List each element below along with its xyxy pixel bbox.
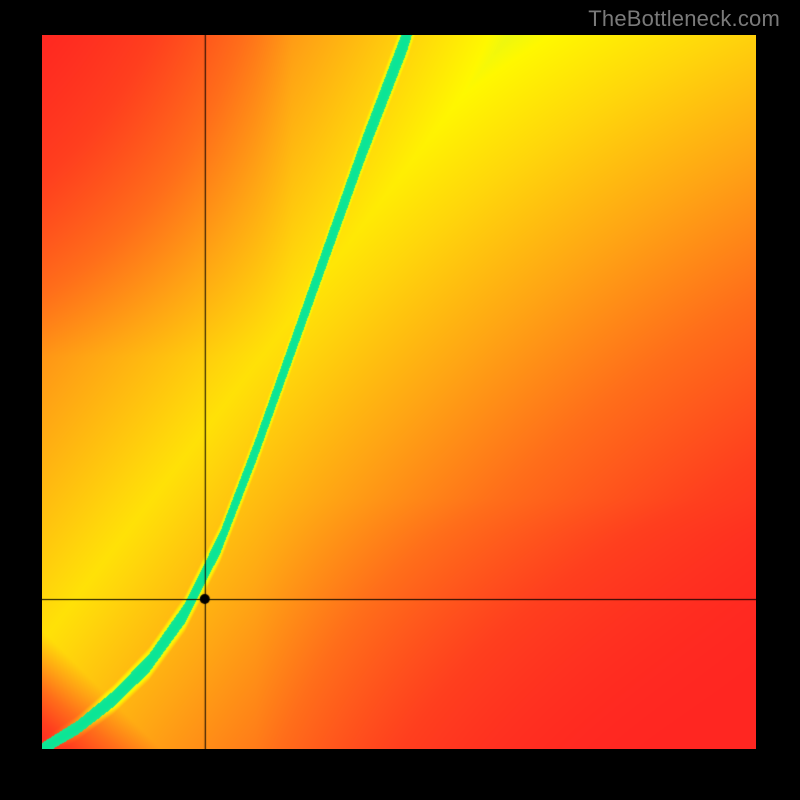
bottleneck-heatmap — [42, 35, 756, 749]
watermark-text: TheBottleneck.com — [588, 6, 780, 32]
